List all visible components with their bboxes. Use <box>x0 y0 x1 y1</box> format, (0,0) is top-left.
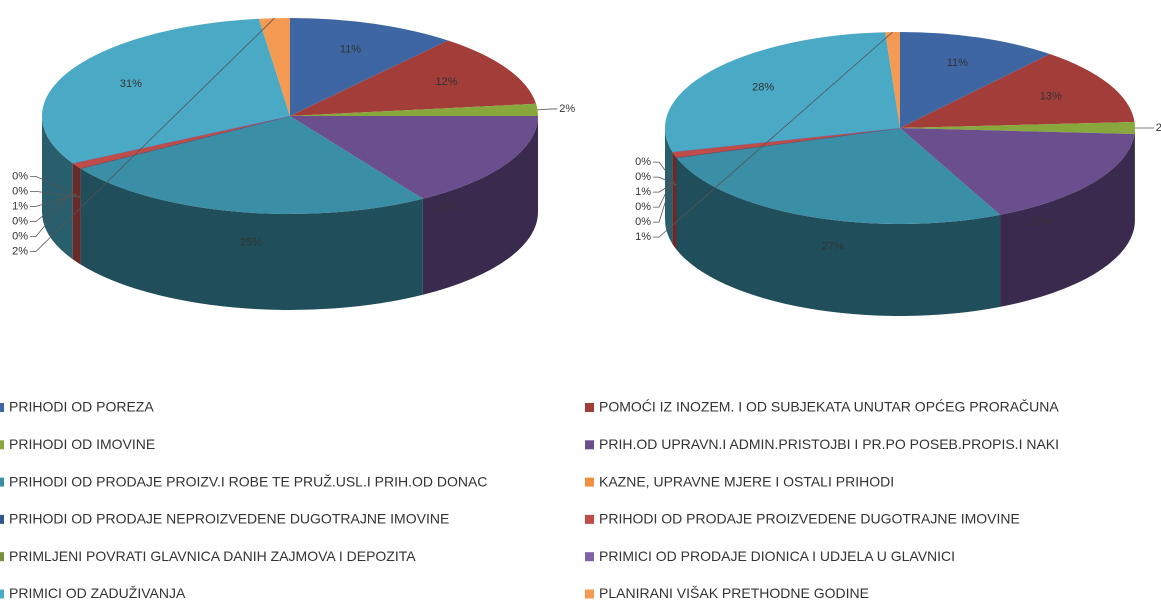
pie-side <box>676 157 1001 316</box>
data-label: 0% <box>635 216 651 228</box>
data-label: 25% <box>240 236 262 248</box>
data-label: 2% <box>1156 122 1161 134</box>
legend-marker <box>0 589 4 599</box>
data-label: 0% <box>12 230 28 242</box>
data-label: 0% <box>635 171 651 183</box>
data-label: 11% <box>947 57 968 69</box>
legend-marker <box>0 477 4 487</box>
legend-label: PRIMICI OD PRODAJE DIONICA I UDJELA U GL… <box>599 548 955 564</box>
pie-slice <box>900 32 1050 128</box>
pie-side <box>80 168 423 311</box>
leader-line <box>653 31 893 238</box>
pie-slice <box>290 103 538 116</box>
legend-marker <box>585 589 594 599</box>
leader-line <box>30 175 81 198</box>
pie-slice <box>900 54 1135 128</box>
data-label: 2% <box>559 103 575 115</box>
pie-slice <box>885 32 900 128</box>
data-label: 1% <box>635 186 651 198</box>
pie-side <box>672 151 677 250</box>
pie-slice <box>72 116 291 169</box>
pie-slice <box>290 18 449 116</box>
data-label: 11% <box>340 44 361 56</box>
pie-slice <box>258 18 290 116</box>
legend-marker <box>585 403 594 412</box>
data-label: 0% <box>12 170 28 182</box>
data-label: 0% <box>12 215 28 227</box>
leader-line <box>30 190 81 198</box>
legend-label: PRIH.OD UPRAVN.I ADMIN.PRISTOJBI I PR.PO… <box>599 436 1059 452</box>
pie-side <box>72 163 81 265</box>
leader-line <box>30 194 77 207</box>
legend-marker <box>0 514 4 524</box>
pie-slice <box>676 128 1001 224</box>
pie-slice <box>900 128 1135 215</box>
leader-line <box>653 179 673 223</box>
pie-slice <box>290 116 538 199</box>
legend-label: PLANIRANI VIŠAK PRETHODNE GODINE <box>599 585 869 601</box>
pie-slice <box>290 40 537 116</box>
legend-label: POMOĆI IZ INOZEM. I OD SUBJEKATA UNUTAR … <box>599 399 1059 415</box>
legend-label: PRIMLJENI POVRATI GLAVNICA DANIH ZAJMOVA… <box>9 548 416 564</box>
data-label: 16% <box>435 201 457 213</box>
leader-line <box>653 179 673 208</box>
pie-slice <box>80 116 423 215</box>
data-label: 12% <box>435 76 457 88</box>
pie: 11% 12% 2% 16% 25% 0% 0% 1% 0% 0% 31% 2% <box>12 17 575 311</box>
leader-line <box>537 108 558 111</box>
legend-label: PRIHODI OD POREZA <box>9 399 154 415</box>
leader-line <box>30 191 73 237</box>
pie-slice <box>42 18 291 164</box>
data-label: 0% <box>635 201 651 213</box>
data-label: 17% <box>1029 216 1051 228</box>
data-label: 28% <box>752 81 774 93</box>
pie-side <box>422 116 538 295</box>
pie: 11% 13% 2% 17% 27% 0% 0% 1% 0% 0% 28% 1% <box>635 31 1161 316</box>
legend-marker <box>585 440 594 450</box>
legend-label: PRIHODI OD PRODAJE PROIZV.I ROBE TE PRUŽ… <box>9 473 487 489</box>
legend-label: PRIHODI OD PRODAJE PROIZVEDENE DUGOTRAJN… <box>599 511 1020 527</box>
legend-marker <box>0 403 4 412</box>
data-label: 27% <box>822 241 844 253</box>
legend-marker <box>585 514 594 524</box>
data-label: 2% <box>12 245 28 257</box>
legend-marker <box>585 552 594 562</box>
leader-line <box>30 17 275 252</box>
data-label: 0% <box>635 156 651 168</box>
legend-label: PRIHODI OD IMOVINE <box>9 436 155 452</box>
leader-line <box>30 191 73 222</box>
data-label: 1% <box>12 200 28 212</box>
leader-line <box>653 161 677 186</box>
data-label: 0% <box>12 185 28 197</box>
legend-marker <box>585 477 594 487</box>
pie-slice <box>665 32 900 152</box>
legend-marker <box>0 552 4 562</box>
legend-label: PRIMICI OD ZADUŽIVANJA <box>9 585 186 601</box>
data-label: 1% <box>635 231 651 243</box>
pie-slice <box>900 121 1135 135</box>
data-label: 31% <box>120 78 142 90</box>
legend-label: KAZNE, UPRAVNE MJERE I OSTALI PRIHODI <box>599 473 894 489</box>
legend-label: PRIHODI OD PRODAJE NEPROIZVEDENE DUGOTRA… <box>9 511 449 527</box>
pie-side <box>1000 134 1135 307</box>
legend-marker <box>0 440 4 450</box>
data-label: 13% <box>1040 91 1062 103</box>
pie-slice <box>672 128 900 158</box>
